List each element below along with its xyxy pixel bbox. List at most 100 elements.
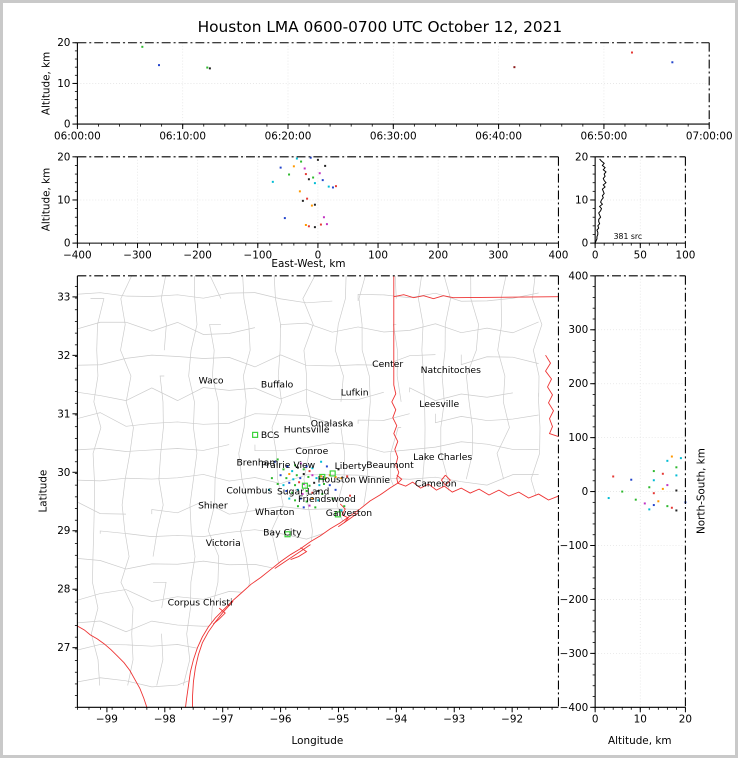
source-point — [666, 505, 669, 508]
county-line — [77, 674, 539, 688]
state-border-line — [77, 625, 148, 708]
source-point — [324, 164, 327, 167]
x-tick-label: −400 — [63, 249, 92, 261]
source-point — [288, 473, 291, 476]
source-count-label: 381 src — [614, 232, 642, 241]
y-tick-label: 0 — [582, 486, 589, 498]
source-point — [337, 468, 340, 471]
source-point — [317, 490, 320, 492]
y-tick-label: −400 — [560, 702, 589, 714]
source-point — [206, 66, 209, 69]
source-point — [309, 156, 312, 159]
highlight-label-bcs: BCS — [261, 430, 280, 441]
city-label: Natchitoches — [421, 365, 481, 376]
city-label: Cameron — [415, 478, 457, 489]
source-point — [307, 475, 310, 478]
city-label: Huntsville — [284, 425, 330, 436]
source-point — [291, 491, 294, 494]
source-point — [268, 488, 270, 491]
x-tick-label: −200 — [183, 249, 212, 261]
source-point — [285, 477, 288, 480]
source-point — [299, 462, 302, 465]
y-tick-label: 28 — [57, 584, 70, 596]
source-point — [313, 203, 316, 206]
county-line — [530, 275, 543, 686]
source-point — [675, 509, 678, 512]
state-border-line — [212, 607, 226, 625]
source-point — [679, 457, 682, 460]
state-border-line — [337, 512, 359, 528]
source-point — [313, 481, 316, 484]
source-point — [325, 223, 328, 226]
x-tick-label: 0 — [315, 249, 322, 261]
source-point — [301, 199, 304, 202]
y-tick-label: 10 — [57, 194, 70, 206]
source-point — [288, 173, 291, 176]
source-point — [303, 167, 306, 170]
source-point — [292, 165, 295, 168]
source-point — [141, 45, 144, 48]
source-point — [307, 225, 310, 228]
city-label: Brenham — [236, 457, 278, 468]
source-point — [307, 178, 310, 181]
ew-altitude-points — [271, 156, 337, 229]
source-point — [325, 465, 328, 468]
source-point — [648, 508, 651, 511]
x-tick-label: 07:00:00 — [686, 130, 733, 142]
lma-station-marker — [329, 470, 336, 477]
source-point — [346, 475, 349, 478]
y-tick-label: 400 — [568, 270, 588, 282]
ns-altitude-points — [607, 455, 687, 512]
state-border-line — [545, 354, 559, 437]
state-border-line — [440, 474, 451, 486]
source-point — [318, 484, 321, 487]
source-point — [308, 504, 311, 507]
source-point — [208, 67, 211, 70]
y-tick-label: 20 — [575, 151, 588, 163]
x-tick-label: 50 — [634, 249, 647, 261]
city-labels: Waco Buffalo Lufkin Center Natchitoches Leesv… — [168, 359, 481, 609]
city-label: Shiner — [198, 501, 228, 512]
y-tick-label: 27 — [57, 642, 70, 654]
city-label: Waco — [199, 375, 224, 386]
source-point — [276, 458, 279, 461]
city-label: Winnie — [359, 475, 391, 486]
x-tick-label: −98 — [154, 714, 176, 726]
x-tick-label: 06:40:00 — [475, 130, 522, 142]
source-point — [661, 472, 664, 475]
source-point — [349, 494, 352, 497]
lma-station-marker — [252, 431, 259, 438]
source-point — [671, 61, 674, 64]
ew-altitude-ylabel: Altitude, km — [41, 168, 53, 231]
source-point — [300, 160, 303, 163]
source-point — [285, 490, 288, 492]
y-tick-label: 29 — [57, 525, 70, 537]
time-altitude-axes: 06:00:00 06:10:00 06:20:00 06:30:00 06:40:00… — [54, 37, 733, 142]
x-tick-label: 06:20:00 — [265, 130, 312, 142]
source-point — [334, 185, 337, 188]
source-point — [334, 475, 337, 478]
lma-station-marker — [301, 482, 308, 489]
source-point — [513, 66, 516, 69]
ns-altitude-ylabel: North-South, km — [695, 448, 707, 534]
city-label: Leesville — [419, 399, 459, 410]
state-borders-coastline — [77, 275, 559, 708]
y-tick-label: 200 — [568, 378, 588, 390]
source-point — [296, 466, 299, 469]
source-point — [316, 158, 319, 161]
lma-figure: Houston LMA 0600-0700 UTC October 12, 20… — [38, 18, 733, 747]
source-point — [328, 484, 331, 487]
x-tick-label: 100 — [675, 249, 695, 261]
plan-view-points — [268, 458, 352, 512]
county-line — [77, 588, 539, 603]
source-point — [298, 481, 301, 484]
source-point — [312, 176, 315, 179]
source-point — [305, 500, 308, 503]
ns-altitude-grid — [594, 275, 686, 708]
city-label: Columbus — [226, 485, 272, 496]
x-tick-label: 300 — [488, 249, 508, 261]
x-tick-label: 400 — [549, 249, 569, 261]
source-point — [675, 466, 678, 469]
county-line — [182, 275, 198, 686]
